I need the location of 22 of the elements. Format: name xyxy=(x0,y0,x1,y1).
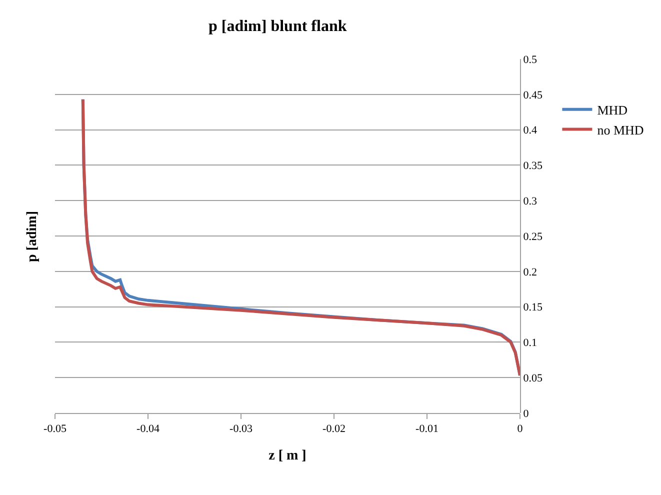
x-axis-title: z [ m ] xyxy=(268,448,306,464)
x-tick-label: -0.04 xyxy=(136,423,160,436)
y-tick-label: 0.3 xyxy=(523,195,538,208)
legend-label: MHD xyxy=(597,102,628,118)
x-tick-label: -0.02 xyxy=(322,423,346,436)
y-tick-label: 0.05 xyxy=(523,372,543,384)
y-tick-label: 0.25 xyxy=(523,230,543,243)
chart-title: p [adim] blunt flank xyxy=(208,18,347,35)
y-tick-label: 0.45 xyxy=(523,89,543,102)
y-tick-label: 0.4 xyxy=(523,124,538,137)
y-axis-title: p [adim] xyxy=(24,210,40,262)
y-tick-label: 0 xyxy=(523,408,530,420)
x-tick-label: -0.03 xyxy=(230,423,253,436)
y-tick-label: 0.2 xyxy=(523,266,537,278)
legend-label: no MHD xyxy=(597,122,644,138)
line-series xyxy=(81,98,520,377)
y-tick-label: 0.15 xyxy=(523,302,543,314)
x-tick-label: -0.05 xyxy=(44,423,67,436)
x-tick-label: -0.01 xyxy=(416,423,438,436)
y-tick-label: 0.1 xyxy=(523,337,537,350)
y-tick-label: 0.35 xyxy=(523,160,543,172)
y-tick-label: 0.5 xyxy=(523,54,538,66)
